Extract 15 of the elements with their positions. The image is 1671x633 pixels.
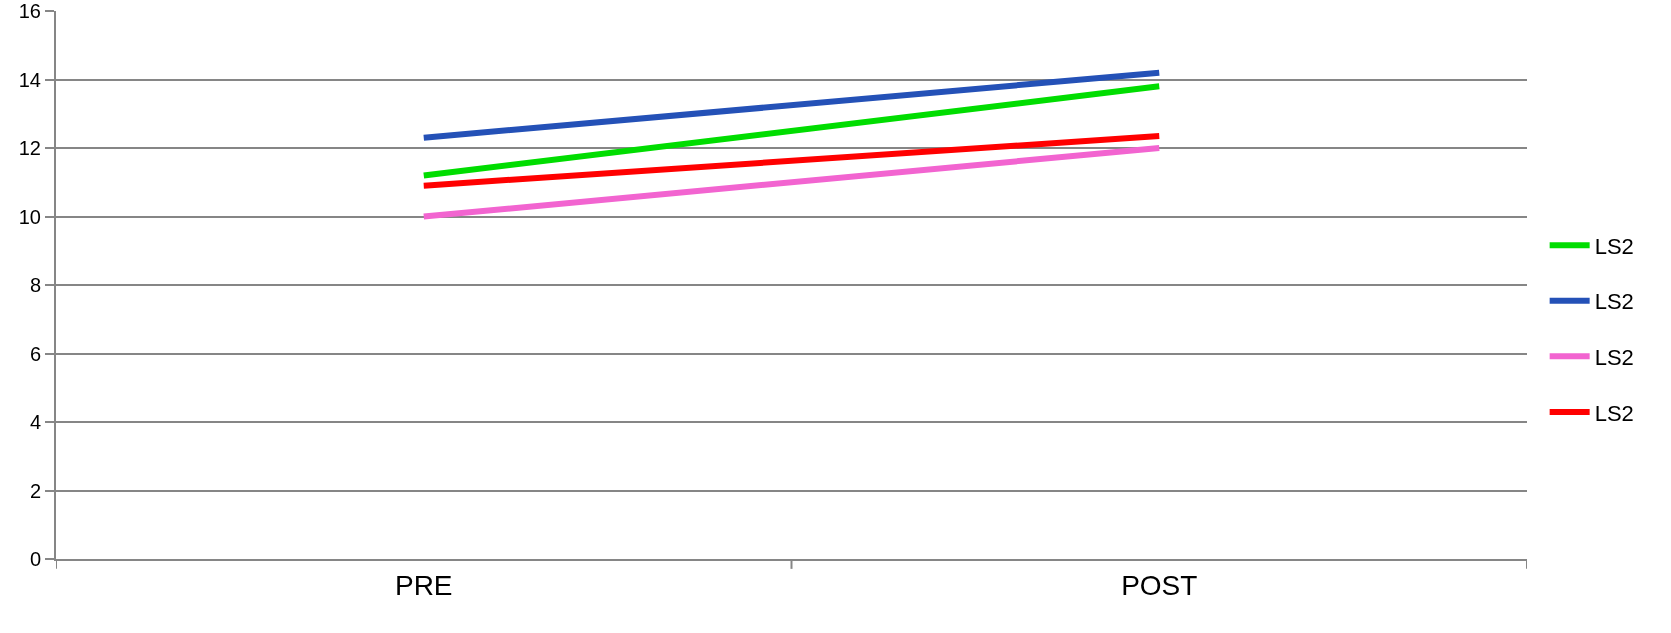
y-tick-label: 4 [29, 411, 41, 433]
y-tick-label: 12 [18, 137, 41, 159]
legend-label: LS2 [1594, 344, 1634, 370]
y-tick-label: 14 [18, 68, 41, 91]
x-tick-label: PRE [394, 569, 453, 601]
y-tick-label: 10 [18, 205, 41, 228]
legend-label: LS2 [1594, 289, 1634, 315]
y-tick-label: 16 [18, 0, 41, 22]
y-tick-label: 8 [29, 274, 41, 296]
y-tick-label: 6 [29, 342, 41, 365]
legend-label: LS2 [1594, 233, 1634, 259]
legend-label: LS2 [1594, 400, 1634, 426]
y-tick-label: 0 [29, 548, 41, 570]
y-tick-label: 2 [29, 479, 41, 502]
x-tick-label: POST [1121, 569, 1198, 601]
